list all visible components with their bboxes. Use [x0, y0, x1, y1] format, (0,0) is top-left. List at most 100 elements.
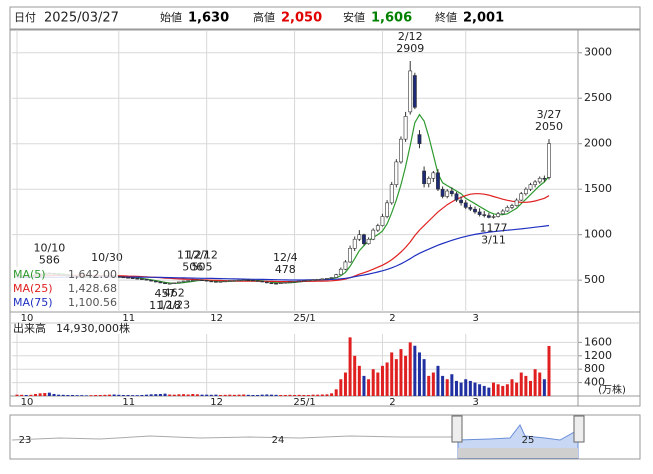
volume-bar: [362, 375, 366, 396]
volume-bar: [251, 394, 255, 396]
volume-bar: [542, 379, 546, 396]
volume-bar: [501, 385, 505, 396]
candle-body: [528, 184, 533, 190]
x-tick-label: 3: [473, 313, 479, 324]
volume-bar: [158, 393, 162, 396]
volume-bar: [57, 394, 61, 396]
legend-label: MA(75): [13, 296, 53, 309]
legend-value: 1,100.56: [68, 296, 117, 309]
volume-bar: [98, 394, 102, 396]
candle-body: [177, 281, 181, 284]
volume-bar: [177, 394, 181, 396]
volume-bar: [380, 365, 384, 396]
candle-body: [542, 177, 547, 180]
annotation-date: 12/4: [273, 251, 298, 264]
volume-bar: [80, 395, 84, 396]
candle-body: [214, 281, 218, 283]
volume-bar: [357, 365, 361, 396]
volume-bar: [515, 382, 519, 396]
volume-bar: [524, 375, 528, 396]
navigator-range[interactable]: [458, 448, 578, 458]
annotation-date: 3/27: [537, 108, 562, 121]
volume-bar: [376, 372, 380, 396]
navigator-handle[interactable]: [573, 415, 585, 443]
volume-bar: [242, 394, 246, 396]
x-tick-label: 25/1: [293, 313, 315, 324]
volume-bar: [519, 372, 523, 396]
candle-body: [301, 280, 306, 282]
candle-body: [459, 199, 464, 204]
candle-body: [514, 199, 519, 206]
volume-bar: [256, 394, 260, 396]
navigator-handle[interactable]: [451, 415, 463, 443]
volume-bar: [195, 394, 199, 396]
volume-bar: [15, 394, 19, 396]
candle-body: [297, 280, 302, 283]
candle-body: [431, 172, 436, 179]
candle-body: [260, 280, 265, 283]
candle-body: [403, 116, 408, 140]
volume-bar: [302, 394, 306, 396]
candle-body: [237, 279, 241, 282]
volume-bar: [66, 394, 70, 396]
volume-bar: [121, 394, 125, 396]
volume-bar: [330, 393, 334, 396]
volume-bar: [422, 359, 426, 396]
y-tick-label: 400: [584, 376, 605, 389]
x-tick-label: 12: [210, 313, 223, 324]
volume-bar: [265, 394, 269, 396]
volume-bar: [528, 380, 532, 396]
volume-bar: [468, 380, 472, 396]
volume-bar: [371, 369, 375, 396]
candle-body: [325, 278, 329, 280]
candle-body: [274, 283, 278, 285]
volume-bar: [274, 394, 278, 396]
candle-body: [320, 278, 325, 280]
candle-body: [486, 215, 491, 218]
volume-bar: [20, 394, 24, 396]
candle-body: [255, 280, 260, 282]
annotation-date: 12/23: [158, 299, 190, 312]
volume-bar: [126, 394, 130, 396]
candle-body: [153, 280, 158, 283]
volume-bar: [482, 385, 486, 396]
volume-bar: [404, 355, 408, 396]
quote-label: 終値: [435, 10, 457, 24]
x-tick-label: 12: [210, 397, 223, 408]
candle-body: [352, 238, 357, 249]
y-tick-label: 2000: [584, 137, 612, 150]
candle-body: [375, 225, 380, 231]
volume-bar: [450, 374, 454, 396]
candle-body: [172, 282, 177, 284]
annotation-value: 457: [155, 287, 176, 300]
volume-bar: [94, 394, 98, 396]
candle-body: [412, 75, 417, 108]
candle-body: [491, 216, 496, 218]
volume-bar: [464, 379, 468, 396]
volume-bar: [353, 355, 357, 396]
volume-bar: [293, 394, 297, 396]
candle-body: [167, 283, 172, 285]
navigator[interactable]: [9, 414, 641, 460]
navigator-label: 24: [272, 435, 285, 446]
volume-bar: [112, 394, 116, 396]
volume-bar: [394, 359, 398, 396]
candle-body: [366, 238, 371, 245]
volume-bar: [34, 393, 38, 396]
candle-body: [311, 279, 315, 281]
annotation-date: 12/12: [186, 249, 218, 262]
candle-body: [338, 268, 343, 276]
annotation-value: 1177: [479, 222, 507, 235]
candle-body: [269, 282, 274, 284]
volume-bar: [135, 395, 139, 396]
volume-bar: [205, 394, 209, 396]
candle-body: [190, 279, 195, 282]
annotation-value: 505: [192, 261, 213, 274]
volume-bar: [283, 394, 287, 396]
volume-last: 14,930,000株: [56, 321, 130, 335]
annotation-date: 10/30: [91, 251, 123, 264]
date-value: 2025/03/27: [44, 11, 119, 26]
x-tick-label: 3: [473, 397, 479, 408]
navigator-label: 23: [19, 435, 32, 446]
